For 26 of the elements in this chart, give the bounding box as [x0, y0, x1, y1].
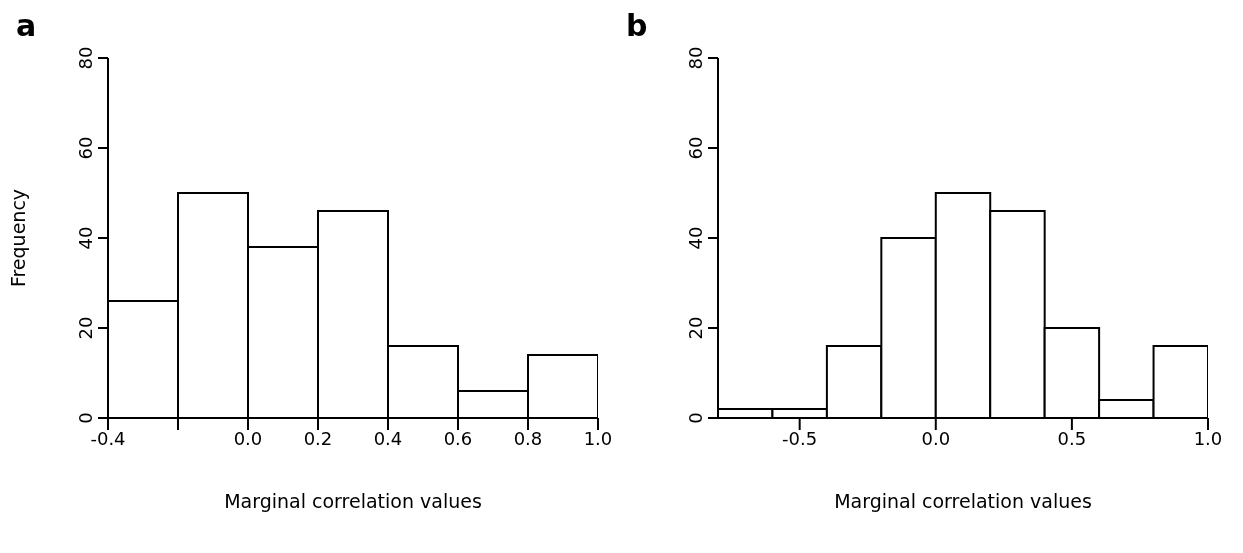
- x-tick-label: 0.2: [303, 427, 333, 449]
- y-tick-label: 0: [75, 412, 96, 424]
- x-tick-label: 1.0: [583, 427, 613, 449]
- y-tick-label: 80: [685, 46, 706, 70]
- y-tick-label: 60: [685, 136, 706, 160]
- y-tick-label: 0: [685, 412, 706, 424]
- y-axis-title: Frequency: [6, 188, 29, 288]
- y-tick-label: 20: [75, 316, 96, 340]
- chart-title: b: [626, 8, 648, 43]
- x-tick-label: -0.4: [90, 427, 126, 449]
- x-tick-label: 1.0: [1193, 427, 1223, 449]
- x-axis-title: Marginal correlation values: [224, 490, 482, 512]
- y-tick-label: 40: [685, 226, 706, 250]
- x-tick-label: 0.5: [1057, 427, 1087, 449]
- x-axis-title: Marginal correlation values: [834, 490, 1092, 512]
- y-tick-label: 60: [75, 136, 96, 160]
- y-tick-label: 40: [75, 226, 96, 250]
- chart-title: a: [16, 8, 37, 43]
- x-tick-label: 0.4: [373, 427, 403, 449]
- x-tick-label: 0.0: [921, 427, 951, 449]
- x-tick-label: -0.5: [782, 427, 818, 449]
- x-tick-label: 0.8: [513, 427, 543, 449]
- x-tick-label: 0.0: [233, 427, 263, 449]
- x-tick-label: 0.6: [443, 427, 473, 449]
- y-tick-label: 20: [685, 316, 706, 340]
- y-tick-label: 80: [75, 46, 96, 70]
